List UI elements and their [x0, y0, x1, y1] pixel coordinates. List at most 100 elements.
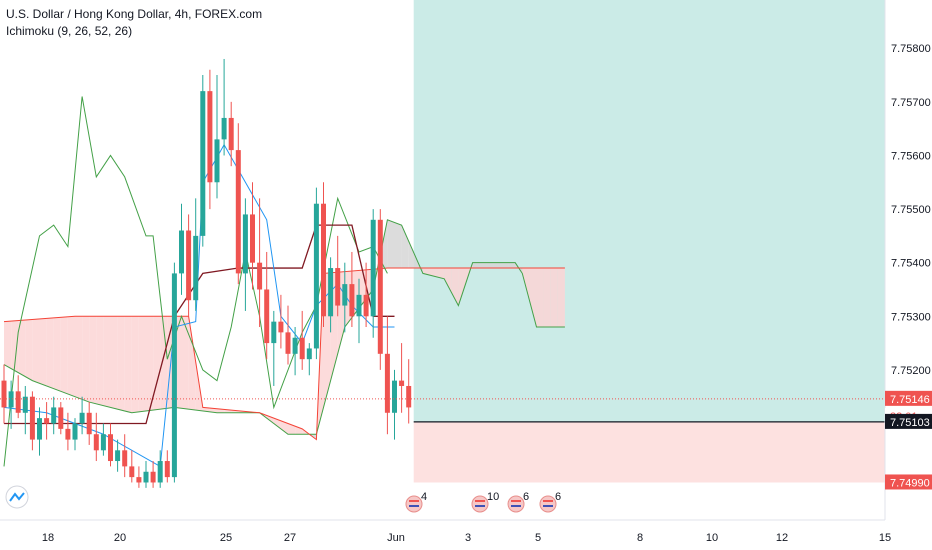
flag-stripe-icon	[543, 500, 553, 502]
candlesticks	[1, 58, 412, 488]
price-tick-label: 7.75400	[891, 258, 931, 270]
chart-title: U.S. Dollar / Hong Kong Dollar, 4h, FORE…	[6, 7, 263, 21]
candle-body	[65, 428, 71, 440]
time-tick-label: 25	[220, 532, 232, 544]
cloud-segment	[508, 262, 516, 269]
candle-body	[37, 418, 42, 440]
cloud-segment	[39, 318, 47, 386]
entry-price-tag-bg	[885, 413, 932, 429]
candle-body	[335, 268, 341, 306]
cloud-segment	[75, 316, 83, 400]
time-tick-label: 10	[706, 532, 718, 544]
candle-body	[122, 450, 128, 467]
candle-body	[150, 471, 156, 483]
candle-body	[115, 450, 121, 462]
candle-body	[257, 262, 263, 290]
flag-icon	[405, 495, 423, 513]
cloud-segment	[543, 268, 551, 328]
cloud-segment	[138, 316, 146, 412]
candle-body	[29, 396, 35, 440]
cloud-segment	[401, 225, 409, 269]
event-badge-count: 6	[555, 491, 561, 503]
cloud-segment	[89, 316, 97, 404]
time-tick-label: 12	[776, 532, 788, 544]
risk-reward-zones	[413, 0, 885, 483]
time-tick-label: 5	[535, 532, 541, 544]
cloud-segment	[430, 268, 438, 277]
cloud-segment	[529, 268, 537, 328]
economic-event-badge[interactable]: 6	[507, 491, 529, 513]
cloud-segment	[451, 268, 459, 306]
price-axis-bg	[885, 0, 932, 550]
price-tick-label: 7.75600	[891, 150, 931, 162]
candle-body	[22, 396, 28, 413]
candle-body	[136, 477, 142, 483]
candle-body	[406, 385, 412, 408]
flag-icon	[507, 495, 525, 513]
time-axis-bg	[0, 520, 932, 550]
cloud-segment	[32, 318, 40, 384]
candle-body	[278, 321, 284, 333]
price-tick-label: 7.75800	[891, 43, 931, 55]
cloud-segment	[217, 408, 225, 413]
candle-body	[235, 150, 241, 274]
cloud-segment	[486, 262, 494, 269]
stop-price-tag: 7.74990	[890, 477, 930, 489]
time-axis[interactable]: 18 20 25 27 Jun 3 5 8 10 12 15	[0, 485, 932, 550]
time-tick-label: 3	[465, 532, 471, 544]
time-tick-label: Jun	[387, 532, 405, 544]
flag-stripe-icon	[475, 500, 485, 502]
candle-body	[363, 294, 369, 317]
candle-body	[93, 434, 99, 451]
economic-event-badge[interactable]: 4	[405, 491, 427, 513]
price-tick-label: 7.75500	[891, 204, 931, 216]
price-tick-label: 7.75200	[891, 365, 931, 377]
flag-stripe-icon	[543, 505, 553, 507]
cloud-segment	[82, 316, 90, 403]
candle-body	[157, 461, 163, 483]
candle-body	[370, 219, 376, 317]
cloud-segment	[408, 241, 416, 269]
candle-body	[264, 289, 270, 344]
cloud-segment	[493, 262, 501, 269]
cloud-segment	[117, 316, 125, 411]
target-zone	[413, 0, 885, 422]
price-axis[interactable]: 7.75800 7.75700 7.75600 7.75500 7.75400 7.753…	[884, 0, 932, 550]
cloud-segment	[280, 420, 288, 435]
indicator-label[interactable]: Ichimoku (9, 26, 52, 26)	[6, 24, 133, 38]
chart-legend: U.S. Dollar / Hong Kong Dollar, 4h, FORE…	[6, 6, 262, 40]
time-tick-label: 20	[114, 532, 126, 544]
event-badges[interactable]: 4 10 6 6	[405, 491, 561, 513]
cloud-segment	[18, 320, 26, 377]
event-badge-count: 6	[523, 491, 529, 503]
candle-body	[384, 353, 390, 413]
event-badge-count: 4	[421, 491, 427, 503]
candle-body	[377, 219, 383, 354]
candle-body	[349, 284, 355, 317]
candle-body	[51, 407, 57, 424]
time-tick-label: 27	[284, 532, 296, 544]
cloud-segment	[188, 316, 196, 411]
economic-event-badge[interactable]: 6	[539, 491, 561, 513]
candle-body	[285, 332, 291, 354]
cloud-segment	[11, 320, 19, 373]
cloud-segment	[110, 316, 118, 410]
economic-event-badge[interactable]: 10	[471, 491, 499, 513]
candle-body	[179, 230, 184, 274]
candle-body	[8, 391, 14, 408]
cloud-segment	[124, 316, 132, 413]
candle-body	[143, 471, 149, 483]
candle-body	[299, 337, 305, 360]
time-tick-label: 8	[637, 532, 643, 544]
candle-body	[221, 117, 227, 140]
cloud-segment	[437, 268, 445, 279]
candle-body	[306, 348, 312, 360]
cloud-segment	[387, 219, 395, 269]
leading-span-b	[3, 267, 565, 441]
candle-body	[399, 380, 405, 386]
tradingview-logo[interactable]	[5, 485, 29, 509]
candle-body	[342, 284, 348, 306]
candle-body	[79, 412, 85, 424]
